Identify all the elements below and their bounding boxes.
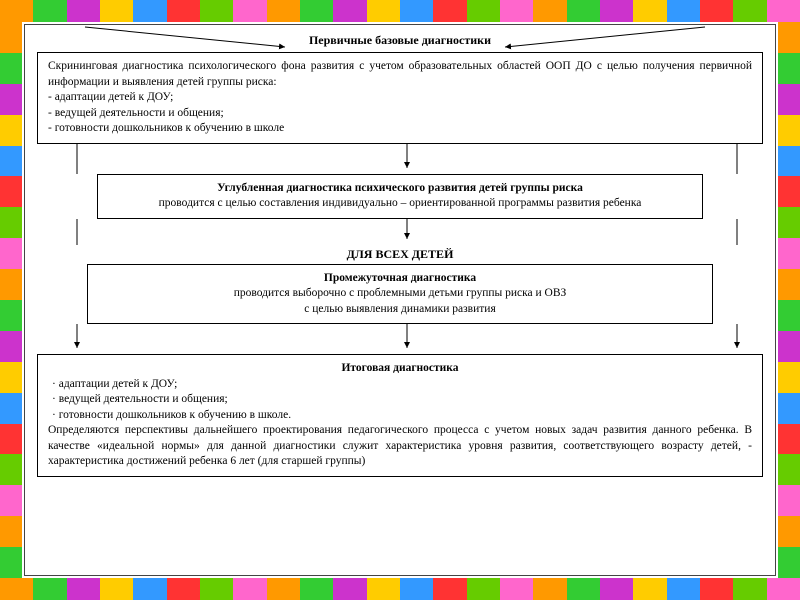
box3-l1: проводится выборочно с проблемными детьм… [98, 286, 702, 302]
box3-l2: с целью выявления динамики развития [98, 302, 702, 318]
box-deep-diagnostic: Углубленная диагностика психического раз… [97, 174, 703, 219]
arrow-down-icon [37, 144, 763, 174]
box2-line: проводится с целью составления индивидуа… [108, 196, 692, 212]
diagram-canvas: Первичные базовые диагностики Скринингов… [24, 24, 776, 576]
box4-title: Итоговая диагностика [48, 361, 752, 377]
box3-title: Промежуточная диагностика [98, 271, 702, 287]
box-screening: Скрининговая диагностика психологическог… [37, 52, 763, 144]
label-all-children: ДЛЯ ВСЕХ ДЕТЕЙ [37, 247, 763, 262]
arrow-down-icon [37, 219, 763, 245]
box2-title: Углубленная диагностика психического раз… [108, 181, 692, 197]
box4-b1: адаптации детей к ДОУ; [52, 377, 752, 393]
box1-intro: Скрининговая диагностика психологическог… [48, 59, 752, 90]
box-intermediate: Промежуточная диагностика проводится выб… [87, 264, 713, 325]
box4-b3: готовности дошкольников к обучению в шко… [52, 408, 752, 424]
box1-b2: - ведущей деятельности и общения; [48, 106, 752, 122]
box1-b3: - готовности дошкольников к обучению в ш… [48, 121, 752, 137]
box4-b2: ведущей деятельности и общения; [52, 392, 752, 408]
arrow-down-icon [37, 324, 763, 354]
box4-para: Определяются перспективы дальнейшего про… [48, 423, 752, 470]
box-final: Итоговая диагностика адаптации детей к Д… [37, 354, 763, 477]
box1-b1: - адаптации детей к ДОУ; [48, 90, 752, 106]
heading: Первичные базовые диагностики [37, 33, 763, 48]
